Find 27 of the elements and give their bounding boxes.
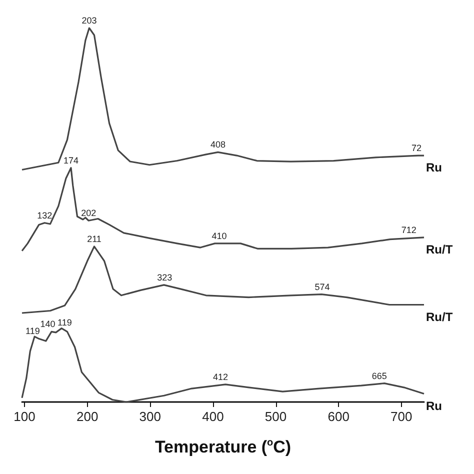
series-label: Ru/T — [426, 310, 454, 324]
x-tick-label: 200 — [76, 409, 98, 424]
annotation: 72 — [411, 143, 422, 154]
annotation: 574 — [314, 282, 330, 292]
annotation: 410 — [212, 230, 227, 241]
annotation: 323 — [157, 272, 172, 282]
annotation: 211 — [87, 234, 102, 244]
series-label: Ru — [426, 160, 442, 175]
annotation: 665 — [372, 370, 387, 381]
series-label: Ru/T — [426, 242, 454, 256]
x-tick-label: 500 — [264, 409, 287, 424]
x-tick-label: 600 — [328, 409, 350, 424]
annotation: 412 — [212, 372, 228, 382]
annotation: 203 — [82, 16, 97, 26]
x-tick-label: 100 — [14, 409, 36, 424]
x-tick-label: 700 — [390, 409, 412, 424]
annotation: 140 — [40, 319, 56, 330]
x-tick-label: 400 — [202, 409, 224, 424]
x-tick-label: 300 — [139, 409, 161, 424]
annotation: 132 — [37, 210, 52, 220]
annotation: 119 — [26, 326, 40, 336]
annotation: 712 — [401, 224, 416, 235]
annotation: 119 — [58, 317, 72, 328]
annotation: 174 — [63, 155, 79, 166]
annotation: 202 — [81, 208, 96, 218]
series-label: Ru — [426, 398, 442, 413]
annotation: 408 — [210, 140, 226, 150]
